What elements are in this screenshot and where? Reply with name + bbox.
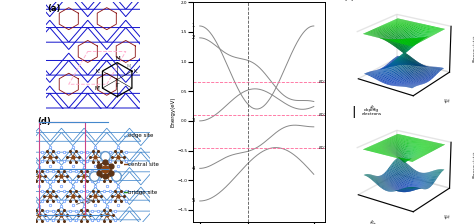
X-axis label: $k_x$: $k_x$ [368, 102, 378, 113]
Text: 5: 5 [192, 198, 195, 203]
Text: $\varepsilon_{\Omega3}$: $\varepsilon_{\Omega3}$ [319, 78, 328, 86]
Y-axis label: $k_y$: $k_y$ [442, 211, 454, 224]
Bar [39, 122, 85, 215]
Text: 3: 3 [192, 118, 195, 123]
Text: (d): (d) [37, 117, 51, 126]
Text: (c): (c) [343, 0, 354, 2]
Text: $\varepsilon_{\Omega1}$: $\varepsilon_{\Omega1}$ [319, 144, 328, 152]
Text: 2: 2 [192, 35, 195, 40]
Text: 1: 1 [192, 24, 195, 28]
Text: 4: 4 [192, 166, 195, 171]
Y-axis label: Energy(eV): Energy(eV) [171, 97, 176, 127]
X-axis label: $k_x$: $k_x$ [368, 218, 378, 224]
Text: $\varepsilon_{\Omega2}$: $\varepsilon_{\Omega2}$ [319, 111, 328, 119]
Text: doping
electrons: doping electrons [362, 108, 382, 116]
Text: (a): (a) [47, 4, 61, 13]
Y-axis label: $k_y$: $k_y$ [442, 95, 454, 108]
